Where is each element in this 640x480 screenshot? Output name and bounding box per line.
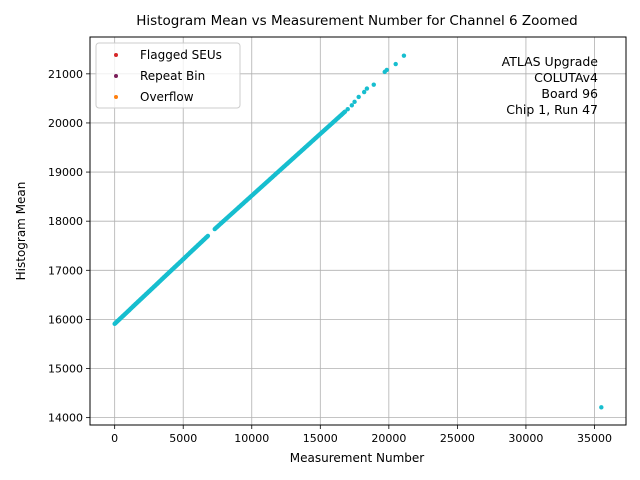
x-tick-label: 5000 <box>169 432 197 445</box>
legend-label: Repeat Bin <box>140 69 205 83</box>
y-tick-label: 16000 <box>48 313 83 326</box>
data-point <box>384 67 389 73</box>
data-point <box>349 103 355 108</box>
y-axis-label: Histogram Mean <box>14 182 28 281</box>
data-point <box>401 53 407 58</box>
x-axis-label: Measurement Number <box>290 451 424 465</box>
y-tick-label: 21000 <box>48 68 83 81</box>
y-tick-label: 15000 <box>48 363 83 376</box>
data-point <box>599 405 604 410</box>
data-point <box>205 233 211 239</box>
x-tick-label: 35000 <box>577 432 612 445</box>
x-tick-label: 25000 <box>440 432 475 445</box>
legend-label: Flagged SEUs <box>140 48 222 62</box>
annotation-line: Chip 1, Run 47 <box>506 102 598 117</box>
legend-box <box>95 42 241 109</box>
y-tick-label: 19000 <box>48 166 83 179</box>
y-axis-ticks: 14000 15000 16000 17000 18000 19000 20000 21000 <box>48 68 90 425</box>
data-point <box>352 99 357 105</box>
grid-lines <box>90 37 626 425</box>
data-point <box>364 86 370 91</box>
x-axis-ticks: 0 5000 10000 15000 20000 25000 30000 35000 <box>111 425 612 445</box>
x-tick-label: 10000 <box>234 432 269 445</box>
y-tick-label: 14000 <box>48 412 83 425</box>
legend-marker <box>114 95 118 99</box>
data-point <box>393 61 398 67</box>
annotation-line: Board 96 <box>541 86 598 101</box>
y-tick-label: 18000 <box>48 215 83 228</box>
plot-frame <box>89 36 627 426</box>
y-tick-label: 17000 <box>48 264 83 277</box>
x-tick-label: 15000 <box>303 432 338 445</box>
annotation-line: ATLAS Upgrade <box>502 54 599 69</box>
legend-marker <box>114 74 118 78</box>
data-point <box>345 106 350 112</box>
data-point <box>361 89 367 95</box>
x-tick-label: 20000 <box>371 432 406 445</box>
x-tick-label: 0 <box>111 432 118 445</box>
data-point <box>356 94 361 100</box>
legend-marker <box>114 53 118 57</box>
y-tick-label: 20000 <box>48 117 83 130</box>
legend: Flagged SEUs Repeat Bin Overflow <box>95 42 241 109</box>
data-point <box>371 82 376 87</box>
annotation-line: COLUTAv4 <box>534 70 598 85</box>
data-points <box>112 53 604 410</box>
legend-label: Overflow <box>140 90 194 104</box>
chart-title: Histogram Mean vs Measurement Number for… <box>136 13 577 29</box>
x-tick-label: 30000 <box>508 432 543 445</box>
